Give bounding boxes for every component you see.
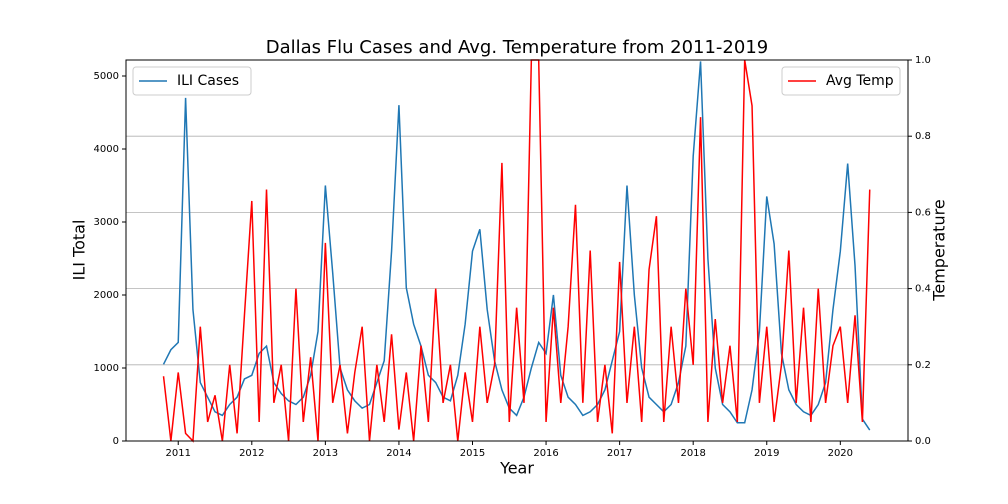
- y2-tick-label: 1.0: [915, 55, 931, 66]
- series-line: [162, 61, 871, 431]
- x-tick-label: 2018: [680, 448, 705, 459]
- legend-label: ILI Cases: [177, 73, 239, 89]
- y-tick-label: 3000: [94, 217, 119, 228]
- y-tick-label: 0: [113, 436, 119, 447]
- y2-tick-label: 0.8: [915, 131, 931, 142]
- legend-box: [132, 66, 252, 96]
- y-axis-label: ILI Total: [70, 220, 89, 281]
- legend-label: Avg Temp: [826, 73, 894, 89]
- y2-axis-label: Temperature: [930, 199, 949, 301]
- x-tick-label: 2015: [460, 448, 485, 459]
- y2-tick-label: 0.4: [915, 284, 931, 295]
- x-tick-label: 2016: [533, 448, 558, 459]
- chart-title: Dallas Flu Cases and Avg. Temperature fr…: [266, 37, 769, 58]
- y-tick-label: 4000: [94, 144, 119, 155]
- legend-box: [781, 66, 901, 96]
- y2-tick-label: 0.6: [915, 207, 931, 218]
- y-tick-label: 2000: [94, 290, 119, 301]
- x-tick-label: 2011: [166, 448, 191, 459]
- x-tick-label: 2014: [386, 448, 411, 459]
- plot-frame: [125, 59, 909, 442]
- y-tick-label: 1000: [94, 363, 119, 374]
- y2-tick-label: 0.0: [915, 436, 931, 447]
- x-tick-label: 2012: [239, 448, 264, 459]
- y-tick-label: 5000: [94, 71, 119, 82]
- x-tick-label: 2020: [828, 448, 853, 459]
- x-tick-label: 2017: [607, 448, 632, 459]
- y2-tick-label: 0.2: [915, 360, 931, 371]
- x-axis-label: Year: [499, 459, 534, 478]
- series-line: [162, 59, 871, 443]
- x-tick-label: 2019: [754, 448, 779, 459]
- x-tick-label: 2013: [313, 448, 338, 459]
